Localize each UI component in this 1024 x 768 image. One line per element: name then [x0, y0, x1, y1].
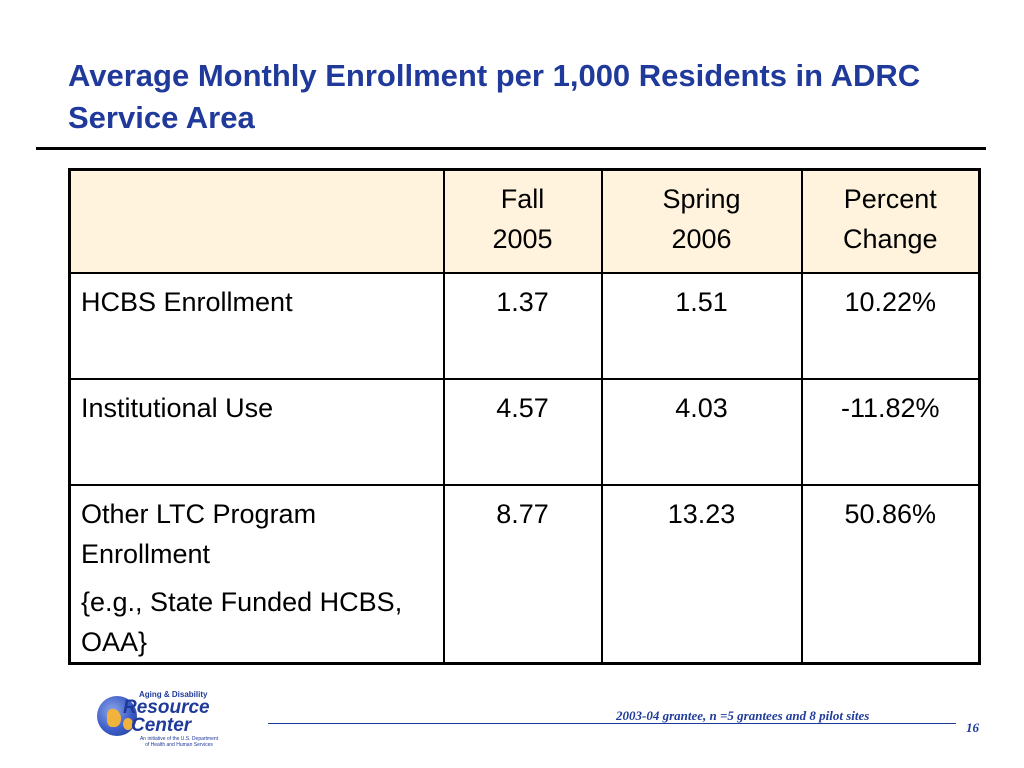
- value-spring-2006: 1.51: [600, 272, 803, 380]
- header-empty-cell: [68, 168, 445, 274]
- header-text: 2005: [492, 224, 553, 254]
- value-percent-change: 50.86%: [800, 484, 981, 665]
- table-header-row: Fall 2005 Spring 2006 Percent Change: [68, 168, 981, 274]
- row-label: Institutional Use: [68, 378, 445, 486]
- value-spring-2006: 13.23: [600, 484, 803, 665]
- header-text: 2006: [671, 224, 732, 254]
- logo-tagline: An initiative of the U.S. Department of …: [139, 736, 219, 748]
- value-fall-2005: 4.57: [442, 378, 603, 486]
- row-label: Other LTC Program Enrollment: [81, 499, 317, 569]
- page-number: 16: [966, 720, 979, 735]
- footnote: 2003-04 grantee, n =5 grantees and 8 pil…: [616, 708, 870, 723]
- header-percent-change: Percent Change: [800, 168, 981, 274]
- header-text: Fall: [500, 184, 545, 214]
- logo-line1: Resource: [123, 697, 210, 718]
- footer-divider: [268, 723, 956, 724]
- logo-line2: Center: [131, 715, 192, 736]
- header-fall-2005: Fall 2005: [442, 168, 603, 274]
- value-percent-change: 10.22%: [800, 272, 981, 380]
- header-text: Spring: [662, 184, 741, 214]
- adrc-logo: Aging & Disability Resource Center An in…: [93, 688, 233, 748]
- header-spring-2006: Spring 2006: [600, 168, 803, 274]
- logo-small-text: Aging & Disability: [139, 690, 208, 699]
- globe-icon: [97, 696, 137, 736]
- row-label-cell: Other LTC Program Enrollment {e.g., Stat…: [68, 484, 445, 665]
- table-row: HCBS Enrollment 1.37 1.51 10.22%: [68, 272, 981, 380]
- header-text: Percent: [843, 184, 937, 214]
- value-percent-change: -11.82%: [800, 378, 981, 486]
- row-label: HCBS Enrollment: [68, 272, 445, 380]
- enrollment-table: Fall 2005 Spring 2006 Percent Change HCB…: [68, 168, 981, 665]
- value-fall-2005: 8.77: [442, 484, 603, 665]
- title-divider: [36, 147, 986, 150]
- table-row: Institutional Use 4.57 4.03 -11.82%: [68, 378, 981, 486]
- value-spring-2006: 4.03: [600, 378, 803, 486]
- slide-title: Average Monthly Enrollment per 1,000 Res…: [68, 58, 921, 135]
- row-note: {e.g., State Funded HCBS, OAA}: [81, 587, 403, 657]
- table-row: Other LTC Program Enrollment {e.g., Stat…: [68, 484, 981, 665]
- value-fall-2005: 1.37: [442, 272, 603, 380]
- header-text: Change: [842, 224, 938, 254]
